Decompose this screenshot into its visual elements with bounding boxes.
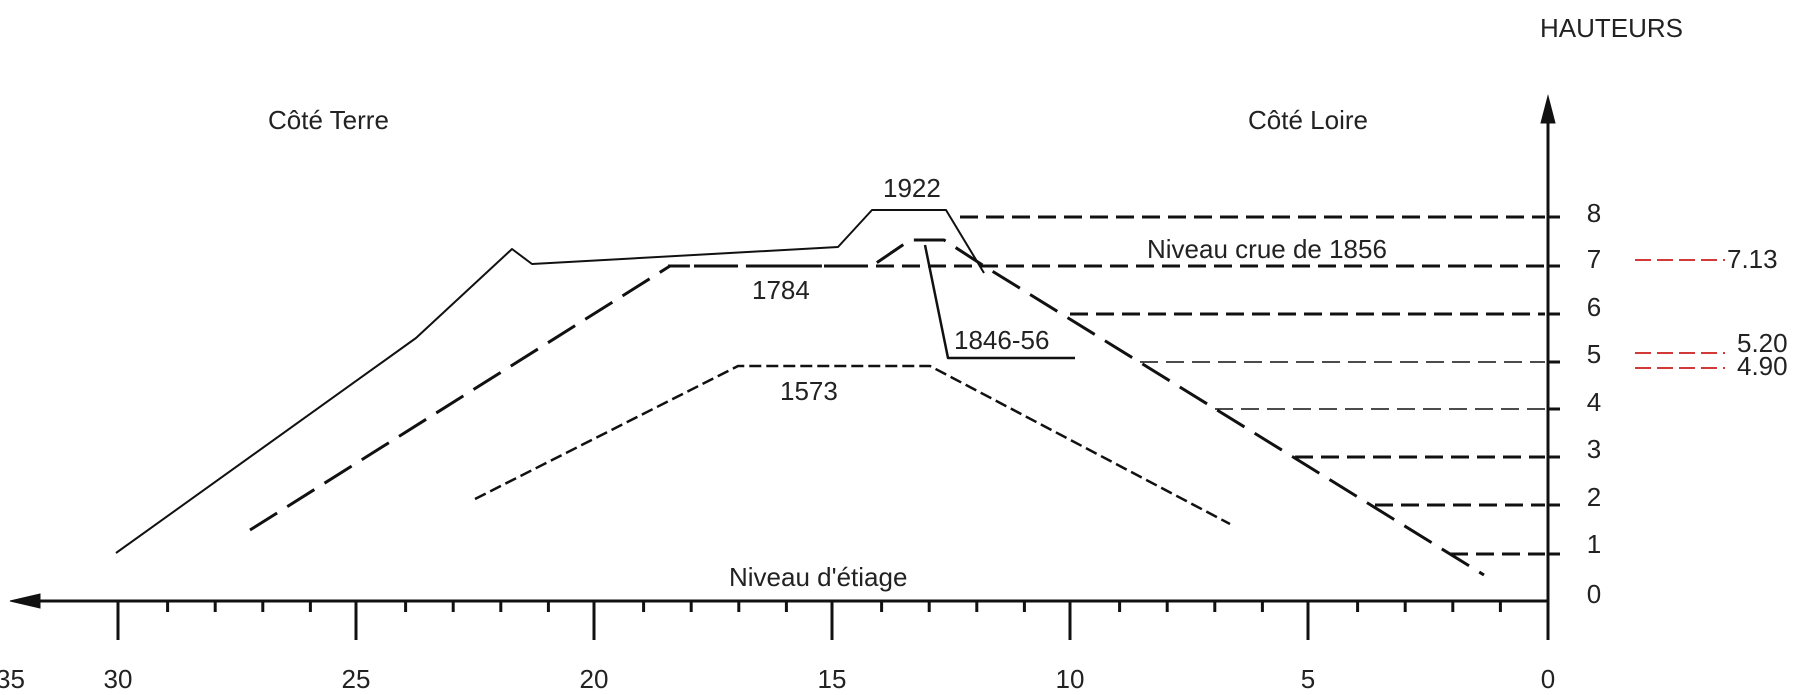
x-label-5: 5 (1301, 664, 1315, 694)
y-label-1: 1 (1587, 529, 1601, 559)
y-label-5: 5 (1587, 339, 1601, 369)
x-axis-ticks (116, 601, 1550, 640)
profile-1846-56-outline (923, 244, 1075, 360)
y-axis-arrow-icon (1540, 94, 1556, 124)
x-label-0: 0 (1541, 664, 1555, 694)
label-1784: 1784 (752, 275, 810, 305)
y-axis-ticks (1548, 215, 1560, 556)
label-low-water: Niveau d'étiage (729, 562, 907, 592)
y-label-8: 8 (1587, 198, 1601, 228)
label-flood-1856: Niveau crue de 1856 (1147, 234, 1387, 264)
x-label-15: 15 (818, 664, 847, 694)
label-1846-56: 1846-56 (954, 325, 1049, 355)
levee-profiles (115, 209, 1485, 577)
y-label-3: 3 (1587, 434, 1601, 464)
label-1573: 1573 (780, 376, 838, 406)
side-label-terre: Côté Terre (268, 105, 389, 135)
reference-dashes (1635, 259, 1725, 369)
side-label-loire: Côté Loire (1248, 105, 1368, 135)
reference-value-520: 5.20 (1737, 328, 1788, 358)
y-label-7: 7 (1587, 244, 1601, 274)
x-label-10: 10 (1056, 664, 1085, 694)
profile-1922-outline (115, 209, 985, 554)
y-label-4: 4 (1587, 387, 1601, 417)
x-label-partial: 35 (0, 664, 25, 694)
axes (9, 94, 1556, 609)
label-1922: 1922 (883, 173, 941, 203)
x-axis-arrow-icon (9, 593, 41, 609)
axis-title-hauteurs: HAUTEURS (1540, 13, 1683, 43)
profile-1784-outline (249, 238, 1485, 577)
x-label-30: 30 (104, 664, 133, 694)
reference-value-713: 7.13 (1727, 244, 1778, 274)
x-label-25: 25 (342, 664, 371, 694)
y-label-0: 0 (1587, 579, 1601, 609)
profile-1573-outline (474, 364, 1231, 526)
x-axis-minor-ticks (166, 601, 1502, 612)
reference-value-490: 4.90 (1737, 351, 1788, 381)
y-label-6: 6 (1587, 292, 1601, 322)
x-label-20: 20 (580, 664, 609, 694)
y-label-2: 2 (1587, 482, 1601, 512)
